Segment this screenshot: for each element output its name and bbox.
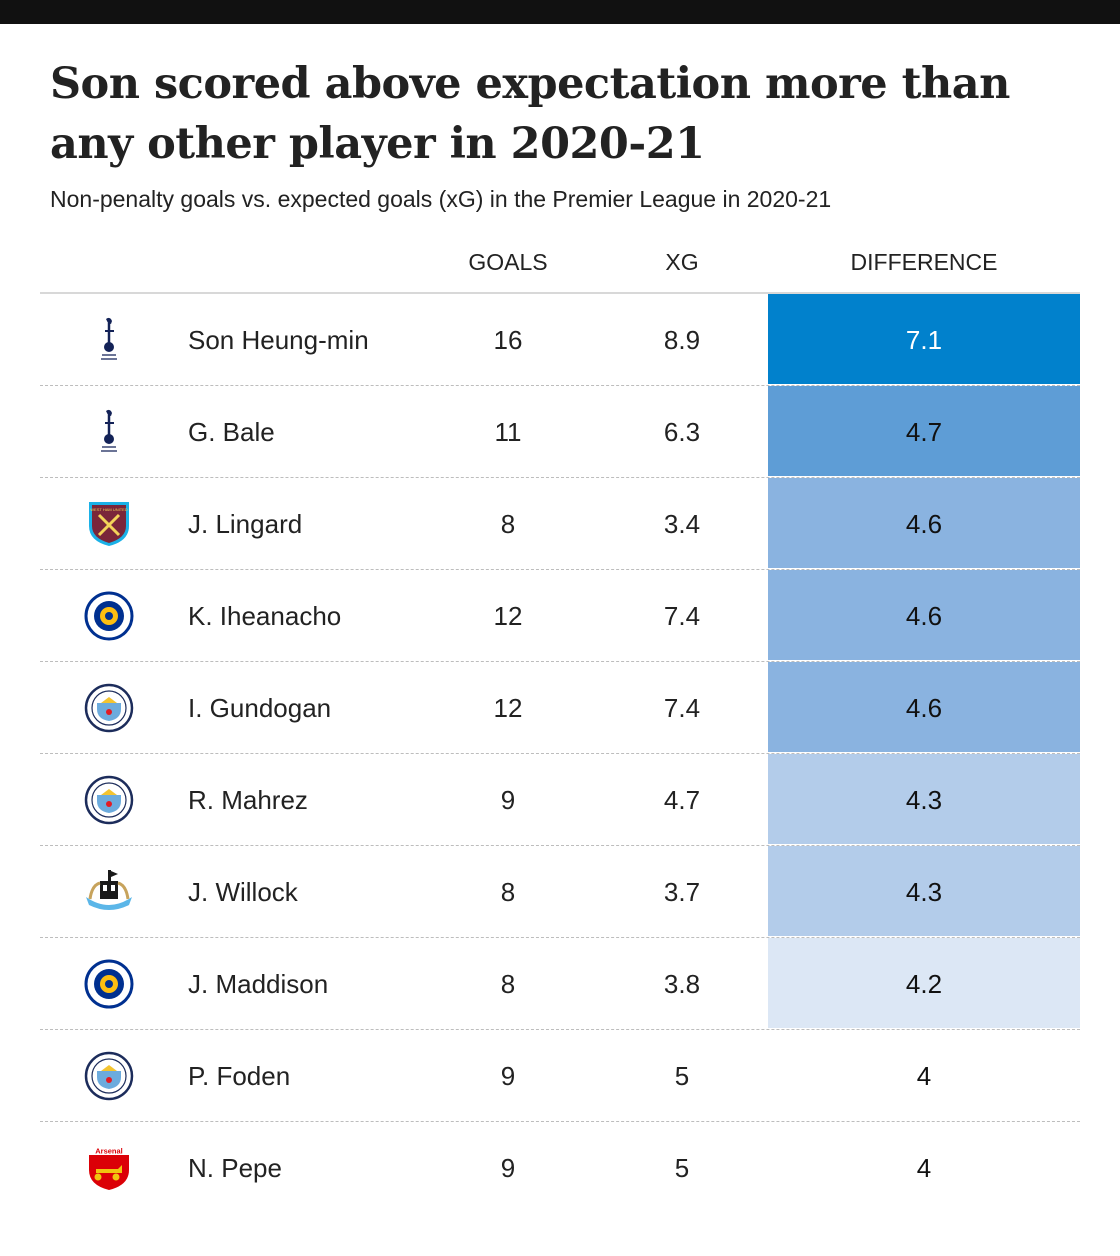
table-row: K. Iheanacho 12 7.4 4.6 xyxy=(40,570,1080,662)
xg-value: 6.3 xyxy=(663,417,701,447)
column-header-difference: DIFFERENCE xyxy=(850,249,998,275)
difference-value: 4.6 xyxy=(905,601,943,631)
difference-value: 4 xyxy=(916,1061,932,1091)
xg-value: 5 xyxy=(674,1061,690,1091)
chart-subtitle: Non-penalty goals vs. expected goals (xG… xyxy=(50,186,832,212)
man-city-crest-icon xyxy=(84,775,134,825)
goals-value: 8 xyxy=(500,509,516,539)
table-row: Arsenal N. Pepe 9 5 4 xyxy=(40,1122,1080,1214)
table-row: Son Heung-min 16 8.9 7.1 xyxy=(40,294,1080,386)
player-name: Son Heung-min xyxy=(188,325,369,355)
row-separator xyxy=(40,753,1080,754)
chart-title: Son scored above expectation more than a… xyxy=(50,59,1010,169)
difference-bar xyxy=(768,754,1080,844)
difference-value: 4.6 xyxy=(905,693,943,723)
xg-value: 4.7 xyxy=(663,785,701,815)
player-name: J. Willock xyxy=(188,877,298,907)
difference-bar xyxy=(768,662,1080,752)
west-ham-crest-icon: WEST HAM UNITED xyxy=(84,499,134,549)
goals-value: 9 xyxy=(500,1153,516,1183)
row-separator xyxy=(40,937,1080,938)
difference-value: 4.3 xyxy=(905,785,943,815)
goals-value: 12 xyxy=(493,601,523,631)
table-row: P. Foden 9 5 4 xyxy=(40,1030,1080,1122)
row-separator xyxy=(40,477,1080,478)
xg-value: 8.9 xyxy=(663,325,701,355)
svg-text:Arsenal: Arsenal xyxy=(95,1147,123,1156)
difference-value: 4.2 xyxy=(905,969,943,999)
player-name: G. Bale xyxy=(188,417,275,447)
goals-value: 8 xyxy=(500,969,516,999)
player-name: R. Mahrez xyxy=(188,785,308,815)
player-name: I. Gundogan xyxy=(188,693,332,723)
xg-value: 7.4 xyxy=(663,693,701,723)
data-table: Son Heung-min 16 8.9 7.1 G. Bale 11 6.3 4.7 WEST… xyxy=(40,294,1080,1214)
difference-bar xyxy=(768,570,1080,660)
man-city-crest-icon xyxy=(84,683,134,733)
xg-value: 3.7 xyxy=(663,877,701,907)
table-row: G. Bale 11 6.3 4.7 xyxy=(40,386,1080,478)
player-name: P. Foden xyxy=(188,1061,291,1091)
row-separator xyxy=(40,569,1080,570)
xg-value: 5 xyxy=(674,1153,690,1183)
header-rule xyxy=(40,292,1080,294)
leicester-crest-icon xyxy=(84,959,134,1009)
table-row: J. Willock 8 3.7 4.3 xyxy=(40,846,1080,938)
goals-value: 8 xyxy=(500,877,516,907)
table-row: I. Gundogan 12 7.4 4.6 xyxy=(40,662,1080,754)
table-row: WEST HAM UNITED J. Lingard 8 3.4 4.6 xyxy=(40,478,1080,570)
table-row: R. Mahrez 9 4.7 4.3 xyxy=(40,754,1080,846)
difference-bar xyxy=(768,294,1080,384)
row-separator xyxy=(40,1121,1080,1122)
difference-bar xyxy=(768,938,1080,1028)
xg-value: 7.4 xyxy=(663,601,701,631)
leicester-crest-icon xyxy=(84,591,134,641)
row-separator xyxy=(40,385,1080,386)
newcastle-crest-icon xyxy=(84,867,134,917)
difference-value: 7.1 xyxy=(905,325,943,355)
top-bar xyxy=(0,0,1120,24)
goals-value: 11 xyxy=(494,417,522,447)
goals-value: 9 xyxy=(500,1061,516,1091)
player-name: K. Iheanacho xyxy=(188,601,342,631)
difference-bar xyxy=(768,478,1080,568)
difference-value: 4.3 xyxy=(905,877,943,907)
arsenal-crest-icon: Arsenal xyxy=(84,1143,134,1193)
column-header-xg: XG xyxy=(665,249,699,275)
man-city-crest-icon xyxy=(84,1051,134,1101)
xg-value: 3.4 xyxy=(663,509,701,539)
goals-value: 9 xyxy=(500,785,516,815)
goals-value: 16 xyxy=(493,325,523,355)
goals-value: 12 xyxy=(493,693,523,723)
difference-bar xyxy=(768,846,1080,936)
tottenham-crest-icon xyxy=(84,407,134,457)
difference-value: 4 xyxy=(916,1153,932,1183)
column-header-goals: GOALS xyxy=(468,249,548,275)
svg-text:WEST HAM UNITED: WEST HAM UNITED xyxy=(90,507,128,512)
row-separator xyxy=(40,661,1080,662)
difference-value: 4.6 xyxy=(905,509,943,539)
xg-value: 3.8 xyxy=(663,969,701,999)
difference-bar xyxy=(768,386,1080,476)
player-name: J. Maddison xyxy=(188,969,329,999)
row-separator xyxy=(40,845,1080,846)
tottenham-crest-icon xyxy=(84,315,134,365)
row-separator xyxy=(40,1029,1080,1030)
difference-value: 4.7 xyxy=(905,417,943,447)
table-row: J. Maddison 8 3.8 4.2 xyxy=(40,938,1080,1030)
player-name: N. Pepe xyxy=(188,1153,282,1183)
player-name: J. Lingard xyxy=(188,509,303,539)
